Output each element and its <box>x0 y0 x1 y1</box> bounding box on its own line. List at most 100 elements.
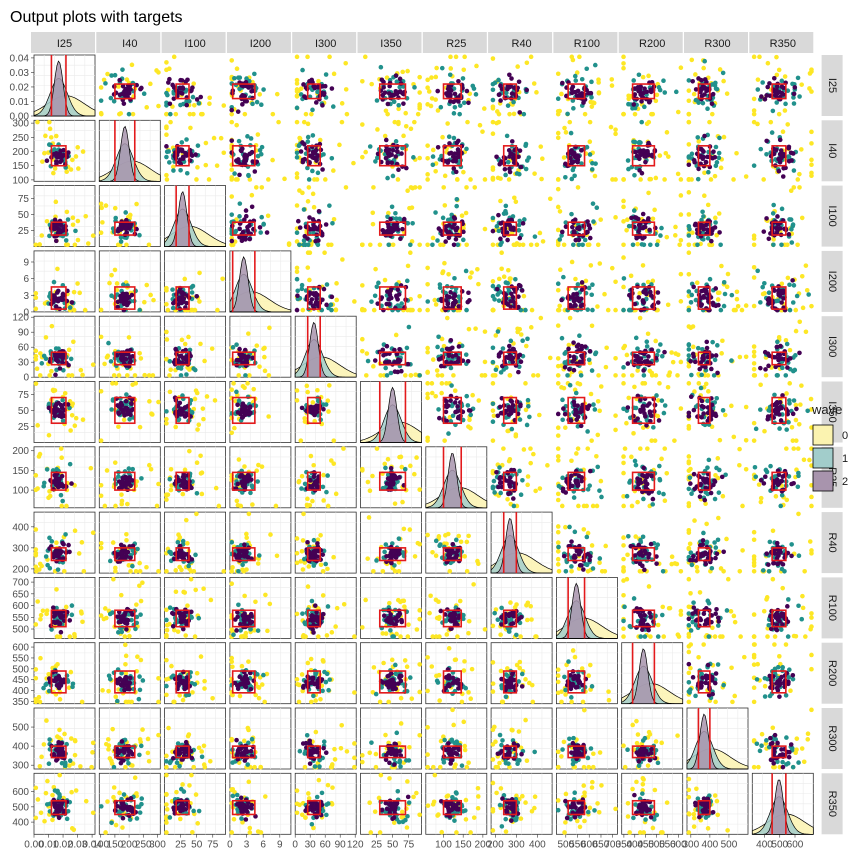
point-wave1 <box>425 299 431 304</box>
point-wave2 <box>245 228 250 233</box>
point-wave0 <box>98 230 104 236</box>
point-wave1 <box>630 106 635 111</box>
point-wave2 <box>508 398 514 403</box>
point-wave2 <box>642 86 647 91</box>
point-wave2 <box>57 366 63 371</box>
panel-I25-R25 <box>425 54 487 117</box>
point-wave1 <box>189 290 195 295</box>
point-wave0 <box>677 242 682 248</box>
point-wave1 <box>771 202 776 208</box>
point-wave0 <box>702 170 707 176</box>
point-wave0 <box>799 147 804 152</box>
point-wave0 <box>452 388 458 393</box>
point-wave1 <box>710 339 715 345</box>
point-wave1 <box>365 358 371 364</box>
strip-right-I300 <box>821 316 843 378</box>
point-wave0 <box>715 297 721 302</box>
point-wave2 <box>443 409 449 415</box>
point-wave2 <box>790 278 795 283</box>
point-wave0 <box>799 82 804 87</box>
panel-I40-R100 <box>555 119 618 182</box>
point-wave2 <box>310 217 316 222</box>
point-wave0 <box>73 415 79 421</box>
point-wave2 <box>691 407 697 413</box>
point-wave0 <box>415 111 421 117</box>
point-wave0 <box>351 160 356 166</box>
point-wave2 <box>568 150 574 156</box>
point-wave1 <box>641 373 647 378</box>
point-wave0 <box>294 398 300 403</box>
point-wave1 <box>626 307 632 313</box>
point-wave0 <box>538 315 544 321</box>
strip-top-label-I200: I200 <box>250 38 271 50</box>
point-wave1 <box>721 303 727 309</box>
point-wave1 <box>505 280 511 286</box>
point-wave1 <box>234 389 239 395</box>
point-wave2 <box>587 348 593 354</box>
point-wave2 <box>452 400 458 405</box>
point-wave2 <box>516 79 522 85</box>
point-wave2 <box>632 418 638 424</box>
point-wave2 <box>642 411 647 416</box>
point-wave1 <box>594 205 600 211</box>
point-wave2 <box>242 152 248 158</box>
point-wave2 <box>56 413 62 419</box>
point-wave0 <box>191 111 196 117</box>
point-wave1 <box>430 162 436 168</box>
strip-top-label-R25: R25 <box>446 38 466 50</box>
point-wave2 <box>572 89 578 95</box>
point-wave0 <box>701 65 706 71</box>
point-wave1 <box>248 136 254 141</box>
point-wave1 <box>504 133 510 139</box>
point-wave1 <box>570 98 576 103</box>
point-wave0 <box>675 171 681 177</box>
point-wave2 <box>579 287 585 292</box>
point-wave2 <box>329 86 335 91</box>
point-wave0 <box>673 233 678 238</box>
point-wave2 <box>123 225 129 231</box>
point-wave0 <box>71 289 77 295</box>
point-wave0 <box>98 334 104 340</box>
point-wave1 <box>637 139 642 145</box>
point-wave2 <box>571 229 577 234</box>
point-wave0 <box>672 438 677 443</box>
point-wave2 <box>60 291 66 297</box>
point-wave2 <box>467 298 472 303</box>
point-wave1 <box>460 237 466 243</box>
point-wave0 <box>265 213 271 219</box>
point-wave1 <box>717 135 722 141</box>
target-box <box>231 83 256 100</box>
point-wave0 <box>631 431 636 436</box>
point-wave1 <box>790 300 796 305</box>
point-wave1 <box>791 95 796 100</box>
point-wave1 <box>686 342 692 348</box>
point-wave1 <box>635 346 640 351</box>
point-wave0 <box>751 108 757 113</box>
point-wave1 <box>259 214 264 220</box>
point-wave2 <box>688 358 693 364</box>
point-wave2 <box>456 344 462 349</box>
point-wave1 <box>118 239 124 244</box>
point-wave0 <box>417 242 422 248</box>
density-wave2 <box>99 125 161 182</box>
point-wave0 <box>195 165 200 170</box>
point-wave0 <box>721 134 727 140</box>
point-wave2 <box>585 219 590 224</box>
point-wave2 <box>516 282 522 288</box>
point-wave0 <box>628 273 634 279</box>
point-wave0 <box>46 432 52 438</box>
panel-I200-R350 <box>751 263 814 313</box>
point-wave2 <box>398 236 403 242</box>
point-wave0 <box>480 129 485 134</box>
point-wave1 <box>525 397 531 403</box>
point-wave0 <box>425 77 430 83</box>
point-wave0 <box>417 294 422 299</box>
point-wave0 <box>574 70 580 75</box>
point-wave2 <box>126 86 131 92</box>
point-wave0 <box>462 54 467 60</box>
strip-top-label-I350: I350 <box>380 38 401 50</box>
point-wave0 <box>763 373 769 378</box>
point-wave2 <box>636 295 642 300</box>
point-wave2 <box>643 159 648 165</box>
point-wave2 <box>390 147 396 153</box>
